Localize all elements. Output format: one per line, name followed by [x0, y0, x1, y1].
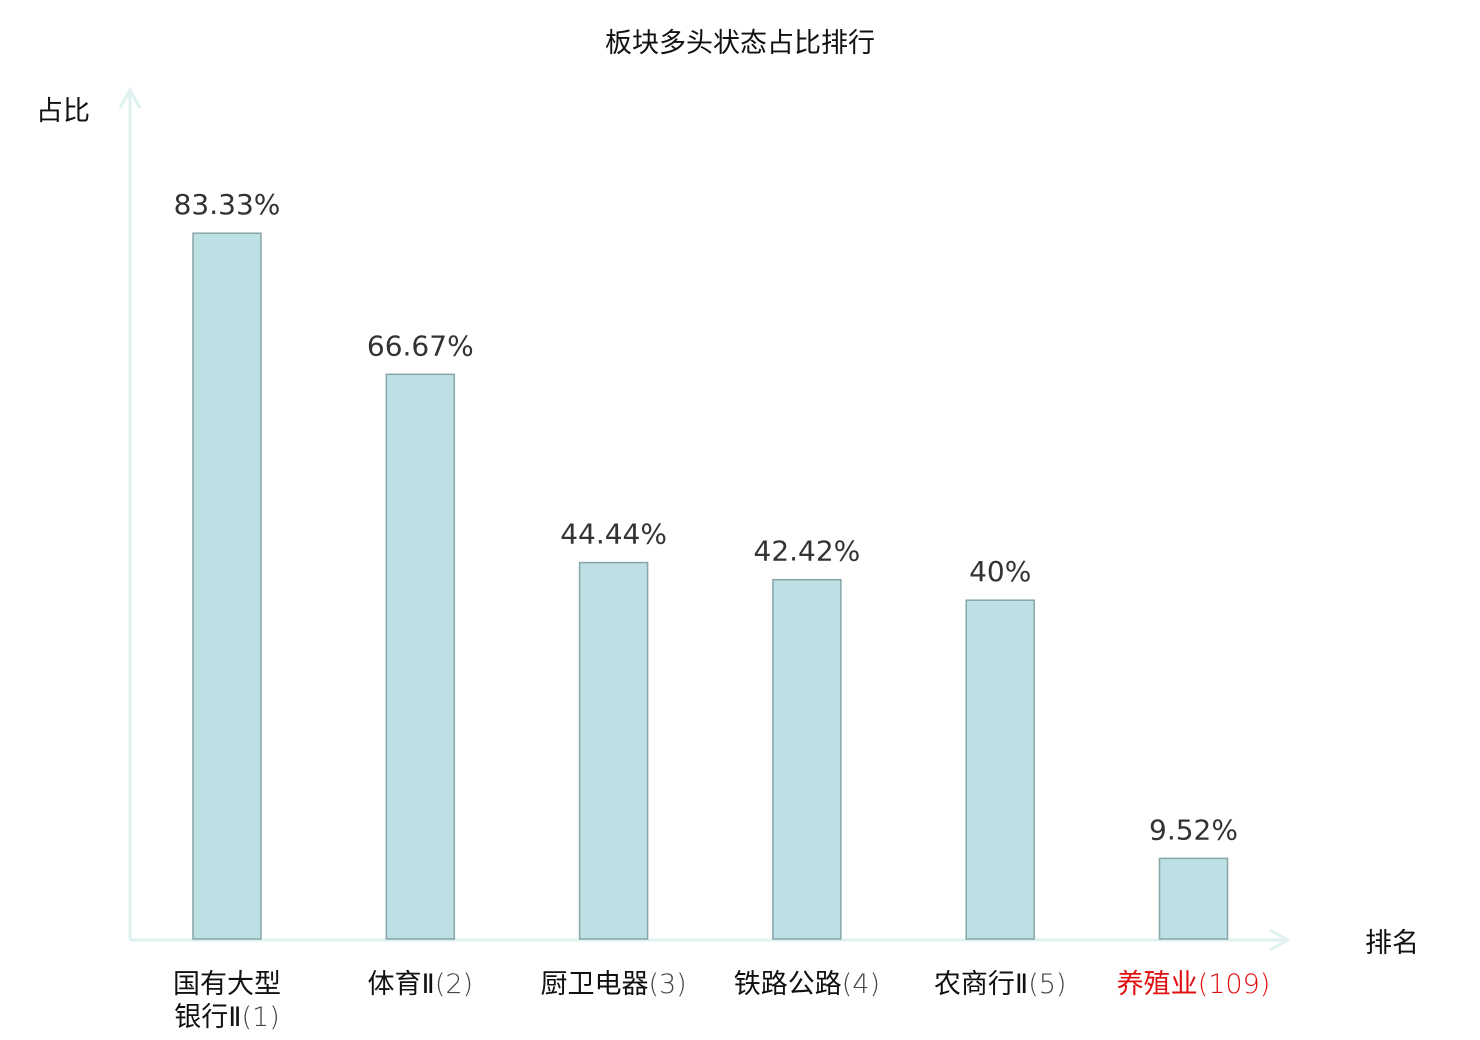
- data-label: 40%: [969, 555, 1031, 588]
- data-label: 83.33%: [174, 188, 281, 221]
- data-label: 9.52%: [1149, 813, 1238, 846]
- bar: [578, 561, 649, 940]
- x-tick-label: 国有大型: [173, 969, 281, 1000]
- x-tick-label: 银行Ⅱ(1): [174, 1002, 280, 1033]
- y-axis: [118, 86, 142, 940]
- x-axis-label: 排名: [1365, 928, 1419, 959]
- x-tick-label: 养殖业(109): [1117, 969, 1271, 1000]
- bar: [1158, 857, 1229, 940]
- x-tick-label: 农商行Ⅱ(5): [934, 969, 1067, 1000]
- data-label: 66.67%: [367, 329, 474, 362]
- data-label: 44.44%: [560, 518, 667, 551]
- x-tick-label: 铁路公路(4): [734, 969, 880, 1000]
- bar: [772, 578, 842, 940]
- bar: [192, 232, 262, 940]
- bar: [965, 599, 1035, 940]
- y-axis-label: 占比: [36, 96, 90, 127]
- x-tick-label: 厨卫电器(3): [540, 969, 686, 1000]
- chart-title: 板块多头状态占比排行: [605, 28, 875, 59]
- data-label: 42.42%: [754, 535, 861, 568]
- bar: [385, 373, 456, 940]
- x-tick-label: 体育Ⅱ(2): [368, 969, 474, 1000]
- x-axis: [130, 928, 1292, 952]
